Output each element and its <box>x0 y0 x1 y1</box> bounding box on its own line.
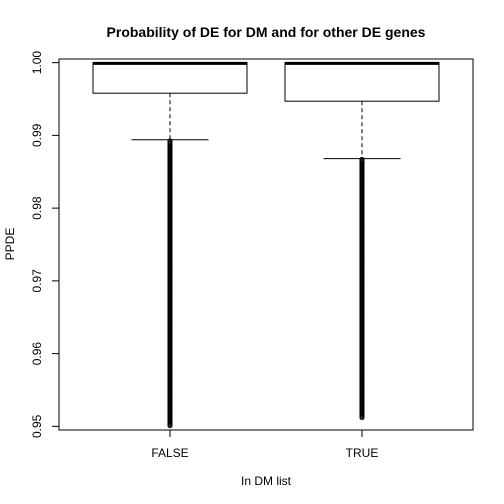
box-false <box>92 61 248 429</box>
y-tick-label: 0.95 <box>30 414 44 438</box>
y-tick-label: 0.96 <box>30 342 44 366</box>
y-axis-label: PPDE <box>3 228 17 261</box>
box-body <box>92 62 248 94</box>
y-tick-label: 1.00 <box>30 51 44 75</box>
x-axis-label: In DM list <box>241 474 292 488</box>
chart-title: Probability of DE for DM and for other D… <box>107 24 426 40</box>
plot-frame <box>58 58 474 431</box>
y-tick-label: 0.99 <box>30 123 44 147</box>
box-true <box>284 61 440 421</box>
outliers <box>167 138 173 429</box>
x-tick-label: TRUE <box>346 446 379 460</box>
box-body <box>284 62 440 102</box>
x-axis: FALSE TRUE <box>151 430 378 460</box>
y-axis: 0.95 0.96 0.97 0.98 0.99 1.00 <box>30 51 59 438</box>
boxes <box>92 61 440 429</box>
y-tick-label: 0.98 <box>30 196 44 220</box>
y-tick-label: 0.97 <box>30 269 44 293</box>
outliers <box>359 156 365 421</box>
x-tick-label: FALSE <box>151 446 188 460</box>
